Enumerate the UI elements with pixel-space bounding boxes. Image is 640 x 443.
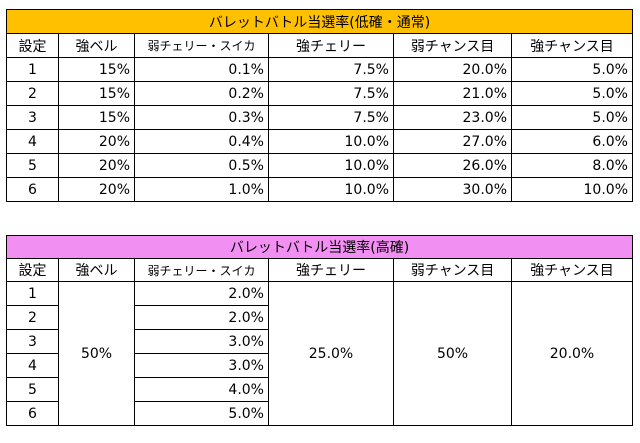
value-cell: 15%: [58, 81, 135, 106]
value-cell: 10.0%: [511, 177, 633, 202]
setting-cell: 1: [6, 57, 59, 82]
value-cell: 23.0%: [393, 105, 512, 130]
table-row: 2 15% 0.2% 7.5% 21.0% 5.0%: [6, 81, 633, 106]
value-cell: 3.0%: [134, 353, 269, 378]
table-row: 1 15% 0.1% 7.5% 20.0% 5.0%: [6, 57, 633, 82]
value-cell: 20.0%: [393, 57, 512, 82]
value-cell: 5.0%: [511, 57, 633, 82]
col-header: 設定: [6, 258, 59, 282]
value-cell: 10.0%: [268, 177, 394, 202]
value-cell: 7.5%: [268, 105, 394, 130]
value-cell: 0.1%: [134, 57, 269, 82]
value-cell: 26.0%: [393, 153, 512, 178]
col-header: 設定: [6, 33, 59, 58]
header-row: 設定 強ベル 弱チェリー・スイカ 強チェリー 弱チャンス目 強チャンス目: [6, 33, 633, 58]
setting-cell: 1: [6, 281, 59, 306]
col-header: 弱チャンス目: [393, 258, 512, 282]
setting-cell: 6: [6, 177, 59, 202]
value-cell: 27.0%: [393, 129, 512, 154]
col-header: 弱チェリー・スイカ: [134, 33, 269, 58]
value-cell: 4.0%: [134, 377, 269, 402]
col-header: 強チャンス目: [511, 33, 633, 58]
value-cell: 7.5%: [268, 81, 394, 106]
col-header: 強ベル: [58, 258, 135, 282]
value-cell: 5.0%: [511, 105, 633, 130]
value-cell: 0.4%: [134, 129, 269, 154]
setting-cell: 5: [6, 153, 59, 178]
table-title: バレットバトル当選率(低確・通常): [6, 9, 633, 34]
value-cell: 1.0%: [134, 177, 269, 202]
table-low-normal: バレットバトル当選率(低確・通常) 設定 強ベル 弱チェリー・スイカ 強チェリー…: [6, 9, 633, 202]
strong-bell-cell: 50%: [58, 281, 135, 426]
value-cell: 2.0%: [134, 305, 269, 330]
value-cell: 20%: [58, 153, 135, 178]
weak-chance-cell: 50%: [393, 281, 512, 426]
value-cell: 0.2%: [134, 81, 269, 106]
value-cell: 10.0%: [268, 129, 394, 154]
table-high: バレットバトル当選率(高確) 設定 強ベル 弱チェリー・スイカ 強チェリー 弱チ…: [6, 235, 633, 426]
setting-cell: 3: [6, 329, 59, 354]
setting-cell: 4: [6, 353, 59, 378]
table-row: 6 20% 1.0% 10.0% 30.0% 10.0%: [6, 177, 633, 202]
value-cell: 2.0%: [134, 281, 269, 306]
table-row: 3 15% 0.3% 7.5% 23.0% 5.0%: [6, 105, 633, 130]
value-cell: 8.0%: [511, 153, 633, 178]
setting-cell: 3: [6, 105, 59, 130]
value-cell: 21.0%: [393, 81, 512, 106]
col-header: 強チェリー: [268, 33, 394, 58]
value-cell: 0.3%: [134, 105, 269, 130]
table-row: 3 3.0%: [6, 329, 633, 354]
value-cell: 10.0%: [268, 153, 394, 178]
value-cell: 3.0%: [134, 329, 269, 354]
table-row: 5 20% 0.5% 10.0% 26.0% 8.0%: [6, 153, 633, 178]
value-cell: 20%: [58, 129, 135, 154]
value-cell: 6.0%: [511, 129, 633, 154]
col-header: 強ベル: [58, 33, 135, 58]
value-cell: 15%: [58, 57, 135, 82]
table-row: 4 20% 0.4% 10.0% 27.0% 6.0%: [6, 129, 633, 154]
col-header: 強チェリー: [268, 258, 394, 282]
value-cell: 5.0%: [134, 401, 269, 426]
table-row: 5 4.0%: [6, 377, 633, 402]
value-cell: 30.0%: [393, 177, 512, 202]
col-header: 強チャンス目: [511, 258, 633, 282]
value-cell: 15%: [58, 105, 135, 130]
setting-cell: 2: [6, 305, 59, 330]
strong-cherry-cell: 25.0%: [268, 281, 394, 426]
setting-cell: 2: [6, 81, 59, 106]
table-title: バレットバトル当選率(高確): [6, 235, 633, 259]
value-cell: 0.5%: [134, 153, 269, 178]
strong-chance-cell: 20.0%: [511, 281, 633, 426]
value-cell: 5.0%: [511, 81, 633, 106]
table-row: 4 3.0%: [6, 353, 633, 378]
value-cell: 20%: [58, 177, 135, 202]
table-row: 1 50% 2.0% 25.0% 50% 20.0%: [6, 281, 633, 426]
value-cell: 7.5%: [268, 57, 394, 82]
setting-cell: 4: [6, 129, 59, 154]
col-header: 弱チャンス目: [393, 33, 512, 58]
col-header: 弱チェリー・スイカ: [134, 258, 269, 282]
setting-cell: 6: [6, 401, 59, 426]
header-row: 設定 強ベル 弱チェリー・スイカ 強チェリー 弱チャンス目 強チャンス目: [6, 258, 633, 282]
table-row: 6 5.0%: [6, 401, 633, 426]
setting-cell: 5: [6, 377, 59, 402]
